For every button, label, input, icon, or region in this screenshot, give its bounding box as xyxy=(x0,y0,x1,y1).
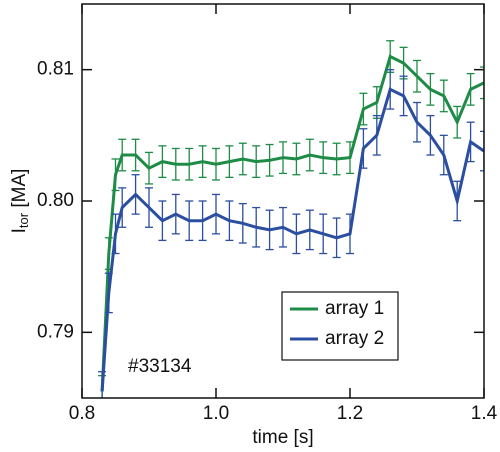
x-tick-label: 1.0 xyxy=(203,403,229,424)
plot-area xyxy=(98,40,484,398)
y-tick-label: 0.79 xyxy=(37,321,74,342)
x-tick-label: 1.2 xyxy=(337,403,363,424)
x-axis-label: time [s] xyxy=(252,427,313,448)
y-label-unit: [MA] xyxy=(9,169,30,213)
y-label-sub: tor xyxy=(16,212,31,228)
error-bar xyxy=(480,66,484,100)
y-label-main: I xyxy=(9,228,30,233)
legend-box xyxy=(281,291,399,361)
legend-label: array 2 xyxy=(325,328,384,349)
x-tick-label: 1.4 xyxy=(471,403,498,424)
y-tick-label: 0.81 xyxy=(37,59,74,80)
plot-frame xyxy=(81,3,485,399)
y-tick-label: 0.80 xyxy=(37,190,74,211)
series-line xyxy=(100,87,484,392)
annotation: #33134 xyxy=(128,356,192,377)
y-axis-label: Itor [MA] xyxy=(9,169,31,234)
series-line xyxy=(100,54,484,392)
legend-label: array 1 xyxy=(325,298,384,319)
error-bar xyxy=(480,130,484,172)
x-tick-label: 0.8 xyxy=(69,403,95,424)
